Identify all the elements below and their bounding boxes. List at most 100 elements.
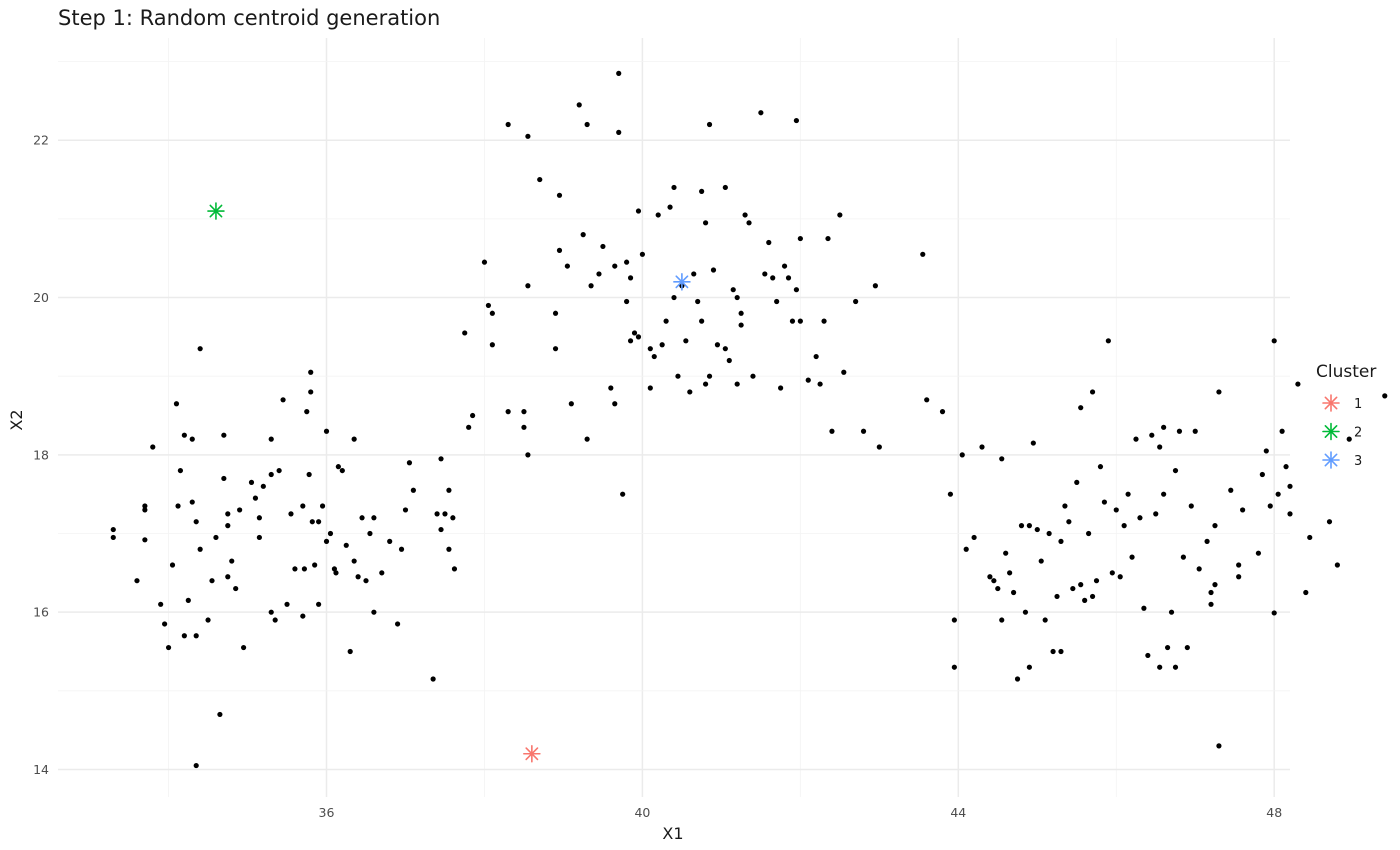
legend-key-3-icon xyxy=(1322,451,1340,469)
data-point xyxy=(766,239,772,246)
data-point xyxy=(280,397,286,403)
data-point xyxy=(939,409,946,415)
data-point xyxy=(600,243,606,250)
data-point xyxy=(556,192,563,198)
data-point xyxy=(304,409,310,415)
data-point xyxy=(308,389,314,395)
data-point xyxy=(268,471,274,478)
data-point xyxy=(951,664,957,670)
data-point xyxy=(1236,562,1242,568)
data-point xyxy=(659,342,665,348)
data-point xyxy=(316,519,322,525)
data-point xyxy=(730,287,736,293)
data-point xyxy=(1204,538,1210,544)
data-point xyxy=(872,283,878,289)
data-point xyxy=(323,428,330,434)
data-point xyxy=(1263,448,1269,454)
data-point xyxy=(525,133,531,139)
data-point xyxy=(197,346,203,352)
data-point xyxy=(813,353,819,360)
data-point xyxy=(1275,491,1281,497)
data-point xyxy=(683,338,689,344)
data-point xyxy=(1212,582,1218,588)
data-point xyxy=(1121,523,1127,529)
data-point xyxy=(781,263,788,269)
data-point xyxy=(797,318,803,324)
data-point xyxy=(1255,550,1262,556)
data-point xyxy=(451,566,458,572)
chart-title: Step 1: Random centroid generation xyxy=(58,6,440,30)
data-point xyxy=(762,271,768,277)
data-point xyxy=(1287,511,1293,517)
data-point xyxy=(568,401,574,407)
data-point xyxy=(651,353,657,360)
data-point xyxy=(367,530,373,537)
data-point xyxy=(217,711,223,718)
data-point xyxy=(1105,338,1111,344)
data-point xyxy=(1125,491,1131,497)
tick-labels: 36 40 44 48 14 16 18 20 22 xyxy=(33,133,1282,820)
data-point xyxy=(327,530,334,537)
data-point xyxy=(663,318,669,324)
data-point xyxy=(158,601,164,607)
data-point xyxy=(746,220,752,226)
data-point xyxy=(699,188,705,194)
data-point xyxy=(655,212,661,218)
data-point xyxy=(363,578,369,584)
data-point xyxy=(734,381,740,387)
data-point xyxy=(1018,523,1025,529)
data-point xyxy=(999,456,1005,462)
data-point xyxy=(608,385,614,391)
data-point xyxy=(1050,648,1056,655)
data-point xyxy=(991,578,997,584)
data-point xyxy=(406,460,413,466)
data-point xyxy=(430,676,436,682)
data-point xyxy=(1007,570,1013,576)
data-point xyxy=(1074,479,1080,485)
data-point xyxy=(702,220,709,226)
x-tick-label: 44 xyxy=(950,805,966,820)
data-point xyxy=(221,475,227,482)
data-point xyxy=(947,491,954,497)
data-point xyxy=(825,235,831,242)
data-point xyxy=(240,644,247,651)
legend-key-1-icon xyxy=(1322,394,1340,412)
data-point xyxy=(1145,652,1151,659)
data-point xyxy=(1086,530,1092,537)
data-point xyxy=(225,511,231,517)
data-point xyxy=(1161,491,1167,497)
data-point xyxy=(505,121,511,128)
data-point xyxy=(272,617,278,623)
data-point xyxy=(635,208,642,214)
data-point xyxy=(142,537,148,543)
data-point xyxy=(1184,644,1190,651)
data-point xyxy=(193,519,199,525)
data-point xyxy=(691,271,697,277)
data-point xyxy=(333,570,339,576)
data-point xyxy=(301,566,307,572)
data-point xyxy=(789,318,796,324)
data-point xyxy=(402,507,409,513)
data-point xyxy=(963,546,969,552)
data-point xyxy=(1326,519,1333,525)
data-point xyxy=(1271,610,1277,616)
data-point xyxy=(616,129,622,135)
data-point xyxy=(1303,589,1309,596)
data-point xyxy=(466,424,472,430)
data-point xyxy=(1010,589,1017,596)
data-point xyxy=(1062,503,1068,509)
data-point xyxy=(134,578,140,584)
data-point xyxy=(1283,464,1289,470)
data-point xyxy=(971,534,977,541)
data-point xyxy=(319,503,326,509)
data-point xyxy=(1267,503,1273,509)
data-point xyxy=(450,515,456,521)
data-point xyxy=(647,385,653,391)
data-point xyxy=(256,534,262,541)
data-point xyxy=(213,534,219,541)
data-point xyxy=(1066,519,1072,525)
centroid-2-icon xyxy=(207,202,225,220)
data-point xyxy=(667,204,673,210)
data-point xyxy=(1117,574,1123,580)
data-point xyxy=(671,294,677,301)
